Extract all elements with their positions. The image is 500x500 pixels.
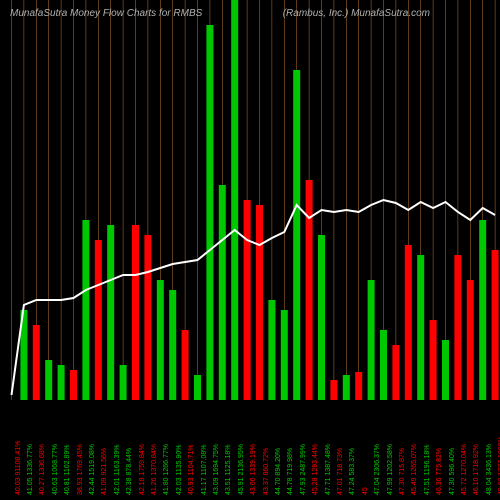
- x-axis-label: 40.93 1104.71%: [188, 445, 195, 495]
- x-axis-label: 47.30 715.87%: [399, 448, 406, 495]
- x-axis-label: 48.04 3436.13%: [486, 444, 493, 495]
- x-axis-label: 47.93 2487.99%: [300, 444, 307, 495]
- x-axis-label: 44.70 894.20%: [275, 448, 282, 495]
- x-axis-label: 38.93 1769.45%: [77, 444, 84, 495]
- chart-title-right: (Rambus, Inc.) MunafaSutra.com: [283, 8, 430, 19]
- x-axis-label: 45.28 1293.44%: [312, 444, 319, 495]
- x-axis-label: 41.26 1370.84%: [151, 444, 158, 495]
- x-axis-label: 43.51 1125.18%: [225, 445, 232, 495]
- x-axis-label: 41.80 1266.77%: [163, 444, 170, 495]
- x-axis-label: 42.03 1135.90%: [176, 445, 183, 495]
- x-axis-label: 43.37 860.72%: [263, 448, 270, 495]
- x-axis-label: 43.09 1694.75%: [213, 444, 220, 495]
- x-axis-label: 47.30 596.40%: [449, 448, 456, 495]
- x-axis-label: 42.38 878.44%: [126, 448, 133, 495]
- x-axis-label: 45: [362, 487, 369, 495]
- x-axis-label: 47.04 2306.37%: [374, 444, 381, 495]
- x-axis-label: 47.51 1196.18%: [424, 445, 431, 495]
- chart-container: MunafaSutra Money Flow Charts for RMBS (…: [0, 0, 500, 500]
- x-axis-label: 41.17 1107.08%: [201, 445, 208, 495]
- x-axis-label: 40.63 1068.77%: [52, 444, 59, 495]
- x-axis-label: 47.24 583.37%: [349, 448, 356, 495]
- x-axis-label: 41.09 921.56%: [101, 448, 108, 495]
- x-axis-label: 46.10 1718.92%: [473, 444, 480, 495]
- x-axis-label: 45.72 1270.04%: [461, 444, 468, 495]
- x-axis-label: 42.18 1759.84%: [139, 444, 146, 495]
- chart-title-left: MunafaSutra Money Flow Charts for RMBS: [10, 8, 202, 19]
- x-axis-label: 47.01 718.73%: [337, 448, 344, 495]
- x-axis-label: 45.49 1265.07%: [411, 444, 418, 495]
- x-axis-label: 47.99 1202.58%: [387, 444, 394, 495]
- x-axis-labels: 40.03 91108.41% 41.05 1336.77% 40.27 1336.…: [0, 400, 500, 500]
- x-axis-label: 43.66 1339.19%: [250, 444, 257, 495]
- x-axis-label: 40.03 91108.41%: [15, 441, 22, 495]
- x-axis-label: 42.44 1519.08%: [89, 444, 96, 495]
- x-axis-label: 47.71 1387.48%: [325, 444, 332, 495]
- x-axis-label: 44.78 719.98%: [287, 448, 294, 495]
- x-axis-label: 42.01 1163.39%: [114, 445, 121, 495]
- money-flow-chart: [0, 0, 500, 400]
- x-axis-label: 41.05 1336.77%: [27, 444, 34, 495]
- x-axis-label: 40.81 1102.89%: [64, 445, 71, 495]
- x-axis-label: 45.91 2136.95%: [238, 444, 245, 495]
- x-axis-label: 46.36 775.82%: [436, 448, 443, 495]
- x-axis-label: 40.27 1336.68%: [39, 444, 46, 495]
